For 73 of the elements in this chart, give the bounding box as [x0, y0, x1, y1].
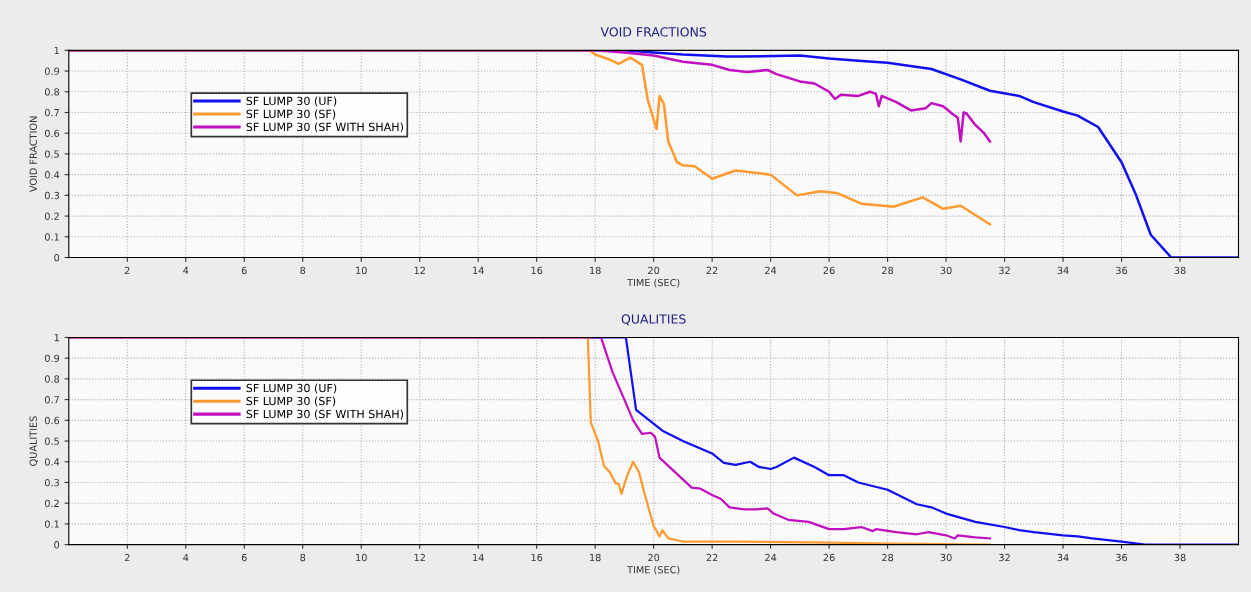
- x-tick-label: 14: [473, 553, 484, 562]
- x-tick-label: 38: [1174, 553, 1186, 562]
- y-tick-label: 0.3: [44, 191, 59, 200]
- x-tick-label: 36: [1116, 266, 1128, 275]
- x-tick-label: 26: [823, 553, 835, 562]
- legend-label: SF LUMP 30 (UF): [246, 383, 337, 394]
- y-axis-title: VOID FRACTION: [29, 116, 37, 193]
- y-tick-label: 0.4: [44, 458, 60, 466]
- y-tick-label: 1: [54, 334, 59, 342]
- x-tick-label: 2: [124, 266, 130, 274]
- x-tick-label: 30: [940, 266, 952, 275]
- x-tick-label: 24: [765, 553, 777, 562]
- y-tick-label: 0.9: [44, 354, 60, 362]
- x-tick-label: 4: [183, 266, 189, 274]
- x-tick-label: 12: [414, 266, 425, 274]
- legend-label: SF LUMP 30 (SF): [246, 396, 336, 407]
- y-tick-label: 0.2: [44, 499, 59, 508]
- y-tick-label: 0.7: [44, 108, 59, 117]
- x-tick-label: 6: [241, 553, 247, 562]
- legend-label: SF LUMP 30 (SF): [246, 109, 336, 120]
- y-tick-label: 0.4: [44, 171, 60, 179]
- x-tick-label: 8: [300, 553, 306, 562]
- x-tick-label: 20: [648, 553, 660, 562]
- y-tick-label: 0.8: [44, 88, 60, 96]
- y-tick-label: 0.5: [44, 150, 59, 158]
- chart-title: QUALITIES: [621, 314, 686, 326]
- y-tick-label: 0: [54, 541, 60, 549]
- x-tick-label: 28: [882, 553, 894, 562]
- y-tick-label: 0.1: [44, 520, 59, 528]
- x-tick-label: 16: [531, 266, 543, 275]
- x-tick-label: 32: [999, 266, 1010, 275]
- x-axis-title: TIME (SEC): [627, 565, 680, 575]
- y-tick-label: 0.7: [44, 396, 59, 404]
- x-axis-title: TIME (SEC): [627, 278, 680, 288]
- x-tick-label: 34: [1057, 266, 1069, 275]
- x-tick-label: 36: [1116, 553, 1128, 562]
- y-axis-title: QUALITIES: [29, 416, 38, 466]
- x-tick-label: 20: [648, 266, 660, 275]
- x-tick-label: 10: [356, 266, 367, 275]
- x-tick-label: 6: [241, 266, 247, 275]
- chart-title: VOID FRACTIONS: [600, 27, 707, 37]
- x-tick-label: 38: [1174, 266, 1186, 275]
- x-tick-label: 18: [590, 553, 601, 562]
- x-tick-label: 2: [124, 553, 130, 562]
- x-tick-label: 14: [473, 266, 484, 274]
- x-tick-label: 22: [706, 266, 718, 274]
- y-tick-label: 0.2: [44, 212, 59, 220]
- x-tick-label: 12: [414, 553, 425, 562]
- y-tick-label: 0.3: [44, 478, 59, 487]
- x-tick-label: 34: [1057, 553, 1069, 562]
- x-tick-label: 18: [590, 266, 601, 275]
- legend-label: SF LUMP 30 (SF WITH SHAH): [246, 409, 403, 420]
- y-tick-label: 0: [54, 254, 60, 262]
- x-tick-label: 30: [940, 553, 952, 562]
- x-tick-label: 28: [882, 266, 894, 275]
- x-tick-label: 4: [183, 553, 189, 562]
- y-tick-label: 0.1: [44, 233, 59, 241]
- x-tick-label: 24: [765, 266, 777, 274]
- y-tick-label: 0.6: [44, 416, 60, 425]
- legend-label: SF LUMP 30 (UF): [246, 96, 337, 107]
- line-series: [68, 50, 992, 143]
- x-tick-label: 16: [531, 553, 543, 562]
- x-tick-label: 8: [300, 266, 306, 275]
- x-tick-label: 32: [999, 553, 1010, 562]
- x-tick-label: 22: [706, 553, 718, 562]
- x-tick-label: 10: [356, 553, 367, 562]
- x-tick-label: 26: [823, 266, 835, 275]
- legend-label: SF LUMP 30 (SF WITH SHAH): [246, 122, 403, 133]
- y-tick-label: 1: [54, 46, 59, 55]
- y-tick-label: 0.8: [44, 375, 60, 383]
- y-tick-label: 0.6: [44, 129, 60, 138]
- y-tick-label: 0.9: [44, 67, 60, 75]
- y-tick-label: 0.5: [44, 437, 59, 445]
